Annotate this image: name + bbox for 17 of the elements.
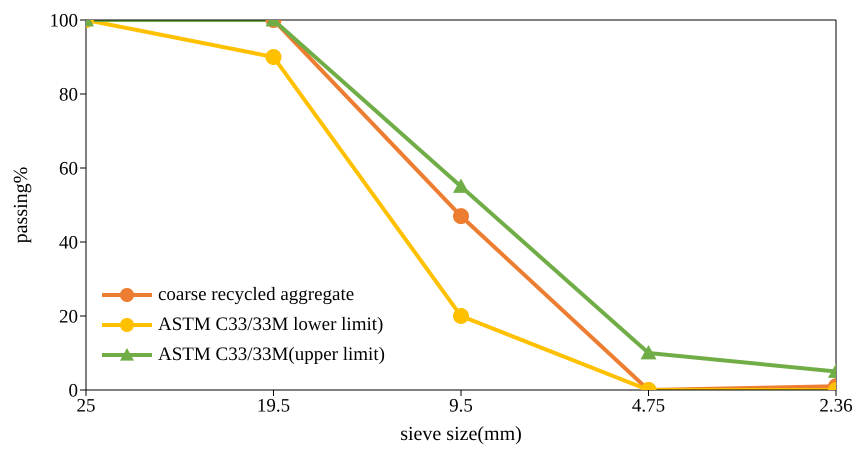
legend-label: ASTM C33/33M lower limit) — [158, 314, 384, 336]
point — [453, 208, 469, 224]
y-tick-label: 0 — [68, 380, 78, 402]
y-tick-label: 20 — [59, 306, 78, 328]
x-axis-title: sieve size(mm) — [400, 423, 522, 445]
y-tick-label: 80 — [59, 84, 78, 106]
y-axis-title: passing% — [10, 166, 32, 244]
x-tick-label: 9.5 — [449, 395, 473, 416]
x-tick-label: 2.36 — [819, 395, 853, 416]
y-tick-label: 100 — [50, 10, 78, 32]
legend-label: coarse recycled aggregate — [158, 284, 354, 306]
legend-label: ASTM C33/33M(upper limit) — [158, 344, 385, 366]
x-tick-label: 19.5 — [256, 395, 290, 416]
x-tick-label: 4.75 — [632, 395, 666, 416]
y-tick-label: 40 — [59, 232, 78, 254]
x-tick-label: 25 — [76, 395, 96, 416]
y-tick-label: 60 — [59, 158, 78, 180]
